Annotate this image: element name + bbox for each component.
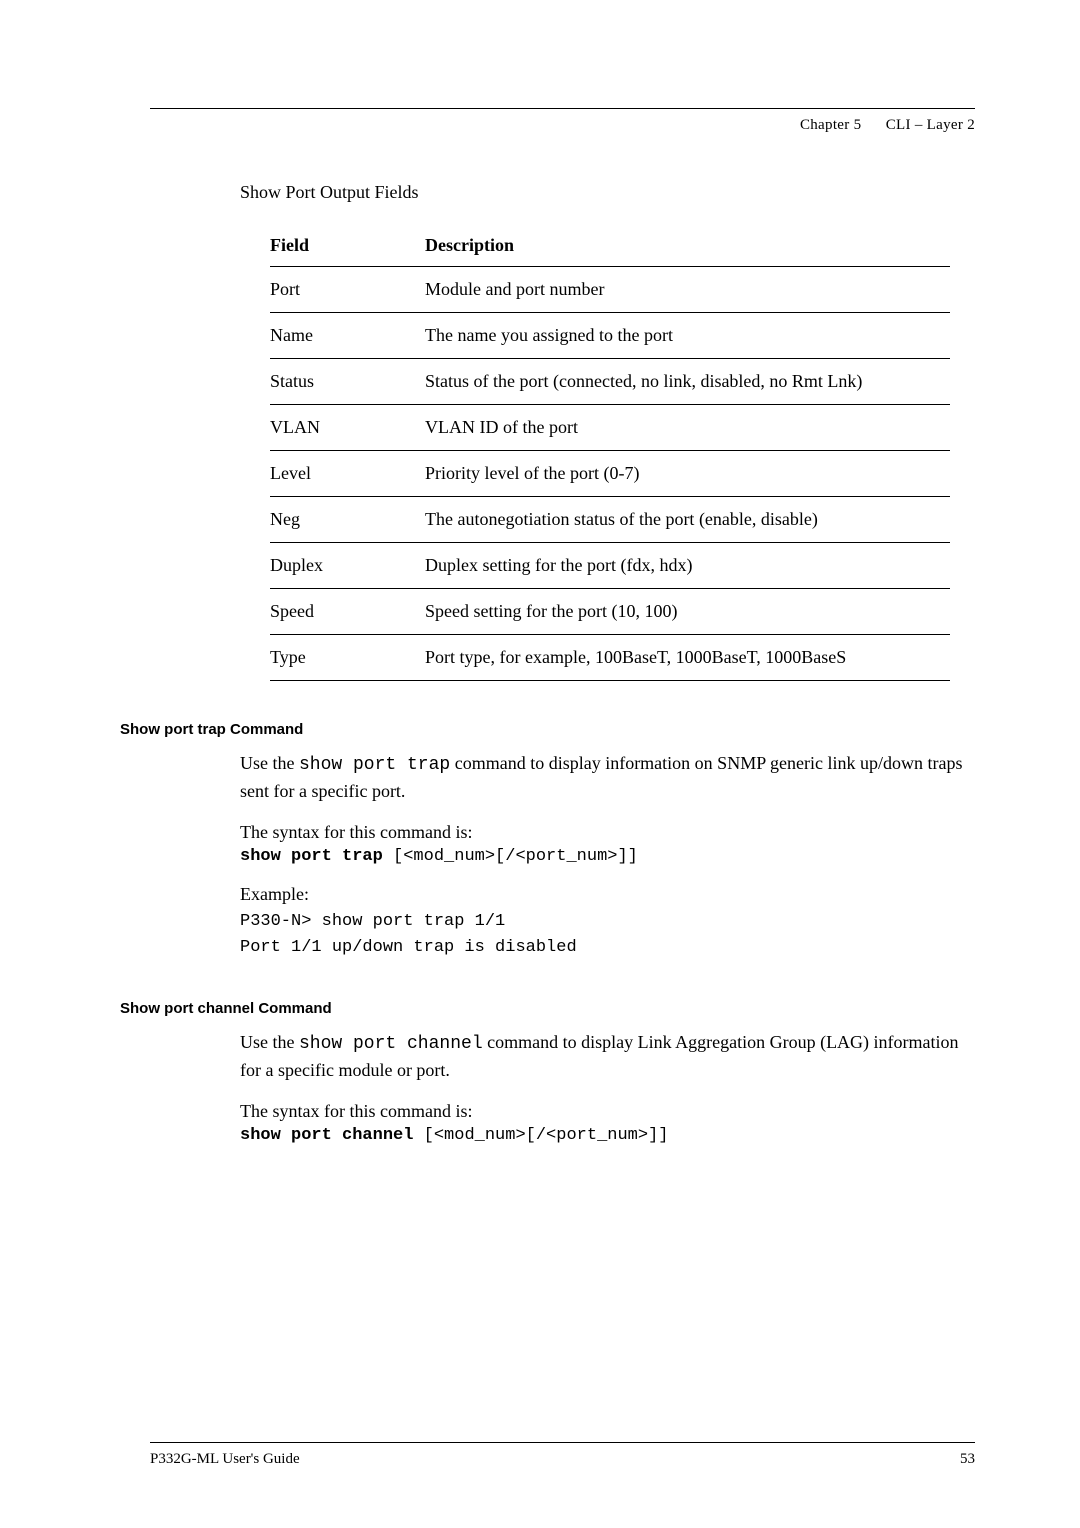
cell-field: Status [270, 359, 425, 405]
cell-description: The autonegotiation status of the port (… [425, 497, 950, 543]
cell-field: Name [270, 313, 425, 359]
cell-description: Port type, for example, 100BaseT, 1000Ba… [425, 635, 950, 681]
command-rest: [<mod_num>[/<port_num>]] [413, 1126, 668, 1145]
cell-description: Speed setting for the port (10, 100) [425, 589, 950, 635]
fields-table: Field Description Port Module and port n… [270, 225, 950, 681]
column-header-field: Field [270, 225, 425, 267]
example-code-line: Port 1/1 up/down trap is disabled [240, 935, 975, 961]
cell-field: Type [270, 635, 425, 681]
table-row: Duplex Duplex setting for the port (fdx,… [270, 543, 950, 589]
body-text: Use the show port trap command to displa… [240, 750, 975, 804]
cell-field: VLAN [270, 405, 425, 451]
chapter-title: CLI – Layer 2 [886, 117, 975, 133]
section-heading-show-port-channel: Show port channel Command [120, 1000, 975, 1017]
table-row: Neg The autonegotiation status of the po… [270, 497, 950, 543]
command-line: show port trap [<mod_num>[/<port_num>]] [240, 847, 975, 866]
cell-description: The name you assigned to the port [425, 313, 950, 359]
table-row: Port Module and port number [270, 267, 950, 313]
cell-description: Priority level of the port (0-7) [425, 451, 950, 497]
cell-description: VLAN ID of the port [425, 405, 950, 451]
cell-field: Duplex [270, 543, 425, 589]
footer-divider [150, 1442, 975, 1443]
column-header-description: Description [425, 225, 950, 267]
table-header-row: Field Description [270, 225, 950, 267]
intro-code: show port channel [299, 1034, 483, 1054]
table-row: Speed Speed setting for the port (10, 10… [270, 589, 950, 635]
cell-field: Neg [270, 497, 425, 543]
cell-field: Level [270, 451, 425, 497]
command-bold: show port channel [240, 1126, 413, 1145]
footer-content: P332G-ML User's Guide 53 [150, 1451, 975, 1468]
body-text: Use the show port channel command to dis… [240, 1029, 975, 1083]
syntax-label: The syntax for this command is: [240, 1101, 975, 1122]
chapter-header: Chapter 5 CLI – Layer 2 [150, 117, 975, 134]
intro-prefix: Use the [240, 753, 299, 773]
header-divider [150, 108, 975, 109]
footer-left: P332G-ML User's Guide [150, 1451, 300, 1468]
cell-description: Duplex setting for the port (fdx, hdx) [425, 543, 950, 589]
section-heading-show-port-trap: Show port trap Command [120, 721, 975, 738]
command-rest: [<mod_num>[/<port_num>]] [383, 847, 638, 866]
intro-code: show port trap [299, 755, 450, 775]
footer-page-number: 53 [960, 1451, 975, 1468]
cell-description: Status of the port (connected, no link, … [425, 359, 950, 405]
chapter-label: Chapter 5 [800, 117, 861, 133]
cell-description: Module and port number [425, 267, 950, 313]
command-line: show port channel [<mod_num>[/<port_num>… [240, 1126, 975, 1145]
intro-prefix: Use the [240, 1032, 299, 1052]
table-row: Status Status of the port (connected, no… [270, 359, 950, 405]
cell-field: Port [270, 267, 425, 313]
command-bold: show port trap [240, 847, 383, 866]
table-row: Name The name you assigned to the port [270, 313, 950, 359]
example-code-line: P330-N> show port trap 1/1 [240, 909, 975, 935]
page-footer: P332G-ML User's Guide 53 [150, 1442, 975, 1468]
table-row: VLAN VLAN ID of the port [270, 405, 950, 451]
cell-field: Speed [270, 589, 425, 635]
table-row: Level Priority level of the port (0-7) [270, 451, 950, 497]
syntax-label: The syntax for this command is: [240, 822, 975, 843]
table-row: Type Port type, for example, 100BaseT, 1… [270, 635, 950, 681]
output-fields-title: Show Port Output Fields [240, 182, 975, 203]
example-label: Example: [240, 884, 975, 905]
